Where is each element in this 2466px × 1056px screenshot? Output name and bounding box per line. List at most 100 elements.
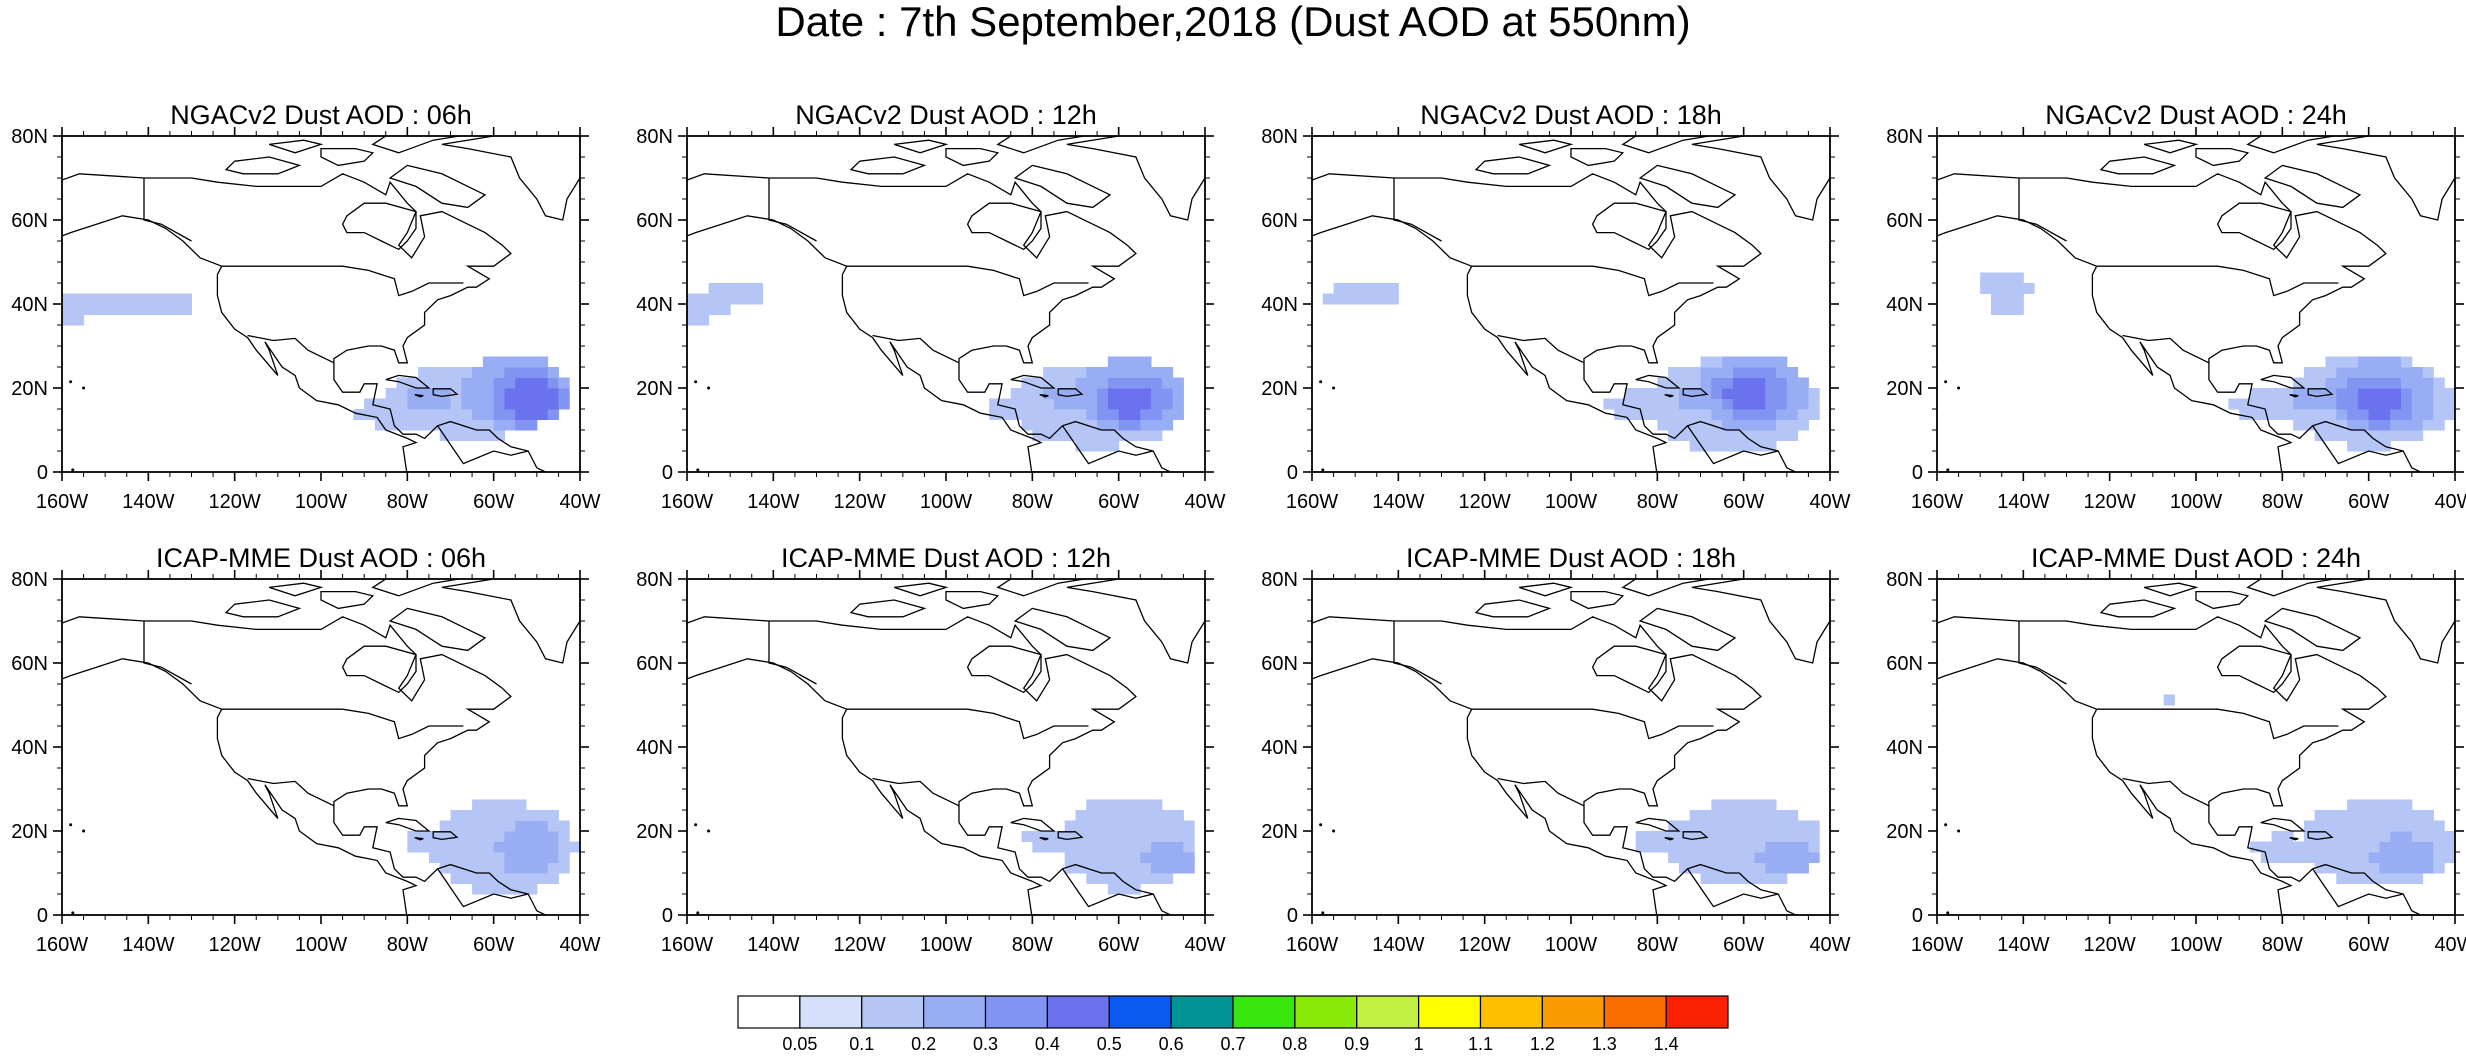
coastline: [2099, 599, 2177, 618]
island-mark: [696, 911, 700, 915]
coastline: [1061, 425, 1154, 465]
aod-cell: [2271, 841, 2283, 853]
coastline: [1621, 136, 1714, 154]
aod-cell: [1075, 430, 1087, 441]
coastline: [2307, 831, 2334, 841]
aod-cell: [1722, 398, 1734, 410]
aod-cell: [1743, 367, 1755, 378]
aod-cell: [450, 841, 462, 853]
aod-cell: [418, 841, 430, 853]
aod-cell: [137, 304, 149, 315]
aod-cell: [1786, 810, 1799, 821]
aod-cell: [1086, 873, 1098, 884]
aod-cell: [2357, 852, 2370, 863]
aod-cell: [2390, 862, 2402, 874]
aod-cell: [2401, 799, 2413, 811]
island-mark: [82, 386, 86, 390]
coastline: [1013, 164, 1112, 209]
aod-cell: [428, 398, 441, 410]
coastline: [1635, 374, 1681, 389]
aod-cell: [2357, 398, 2370, 410]
panel-title: NGACv2 Dust AOD : 18h: [1420, 100, 1722, 130]
aod-cell: [1765, 841, 1777, 853]
island-mark: [69, 823, 73, 827]
lat-tick-label: 80N: [636, 126, 673, 148]
lon-tick-label: 60W: [1723, 934, 1764, 956]
colorbar-swatch: [1603, 995, 1667, 1029]
lon-tick-label: 80W: [2262, 491, 2303, 513]
aod-cell: [1635, 831, 1648, 842]
aod-cell: [482, 430, 495, 441]
aod-cell: [1151, 862, 1163, 874]
aod-cell: [1786, 841, 1799, 853]
aod-cell: [2303, 831, 2316, 842]
aod-cell: [407, 398, 419, 410]
aod-cell: [1032, 831, 1044, 842]
aod-cell: [2163, 694, 2175, 706]
aod-cell: [536, 388, 549, 399]
aod-cell: [2379, 841, 2391, 853]
lon-tick-label: 100W: [2170, 934, 2222, 956]
aod-cell: [2401, 377, 2413, 389]
aod-cell: [1754, 409, 1766, 420]
aod-cell: [1107, 831, 1120, 842]
aod-cell: [2314, 419, 2326, 431]
aod-cell: [1355, 283, 1367, 294]
aod-cell: [515, 398, 527, 410]
figure-title: Date : 7th September,2018 (Dust AOD at 5…: [775, 0, 1691, 45]
aod-cell: [2401, 873, 2413, 884]
aod-cell: [493, 398, 505, 410]
aod-cell: [1732, 430, 1745, 441]
aod-cell: [94, 293, 106, 305]
aod-cell: [1075, 440, 1087, 452]
aod-cell: [1700, 377, 1712, 389]
aod-cell: [1183, 820, 1195, 832]
aod-cell: [1980, 272, 1992, 284]
coastline: [2263, 164, 2362, 209]
coastline: [385, 374, 431, 389]
aod-cell: [1097, 409, 1109, 420]
aod-cell: [1722, 377, 1734, 389]
aod-cell: [1765, 377, 1777, 389]
aod-cell: [493, 873, 505, 884]
coastline: [2289, 394, 2299, 398]
coastline: [1570, 590, 1625, 610]
aod-cell: [1689, 440, 1701, 452]
aod-cell: [547, 862, 559, 874]
aod-cell: [148, 304, 160, 315]
aod-cell: [1711, 440, 1723, 452]
lat-tick-label: 0: [662, 462, 673, 484]
aod-cell: [1646, 831, 1658, 842]
aod-cell: [697, 314, 710, 326]
lon-tick-label: 100W: [920, 934, 972, 956]
coastline: [224, 599, 302, 618]
coastline: [2307, 388, 2334, 398]
aod-cell: [439, 852, 451, 863]
aod-cell: [1700, 852, 1712, 863]
aod-cell: [2368, 862, 2380, 874]
aod-cell: [1097, 367, 1109, 378]
aod-cell: [558, 398, 570, 410]
aod-cell: [1732, 831, 1745, 842]
aod-cell: [1161, 862, 1174, 874]
aod-cell: [2336, 377, 2348, 389]
aod-cell: [1797, 409, 1809, 420]
aod-cell: [180, 293, 192, 305]
lon-tick-label: 140W: [1997, 934, 2049, 956]
aod-cell: [1140, 377, 1152, 389]
aod-cell: [482, 388, 495, 399]
aod-cell: [1689, 831, 1701, 842]
aod-cell: [1129, 398, 1141, 410]
aod-cell: [1754, 852, 1766, 863]
aod-cell: [148, 293, 160, 305]
lat-tick-label: 60N: [636, 653, 673, 675]
coastline: [1474, 156, 1552, 175]
aod-cell: [1172, 810, 1184, 821]
aod-cell: [999, 409, 1012, 420]
aod-cell: [1657, 398, 1669, 410]
aod-cell: [1732, 398, 1745, 410]
aod-cell: [472, 810, 484, 821]
aod-cell: [2401, 841, 2413, 853]
map-panel: ICAP-MME Dust AOD : 12h 80N 60N 40N 20N 0 160W…: [636, 543, 1225, 956]
aod-cell: [137, 293, 149, 305]
